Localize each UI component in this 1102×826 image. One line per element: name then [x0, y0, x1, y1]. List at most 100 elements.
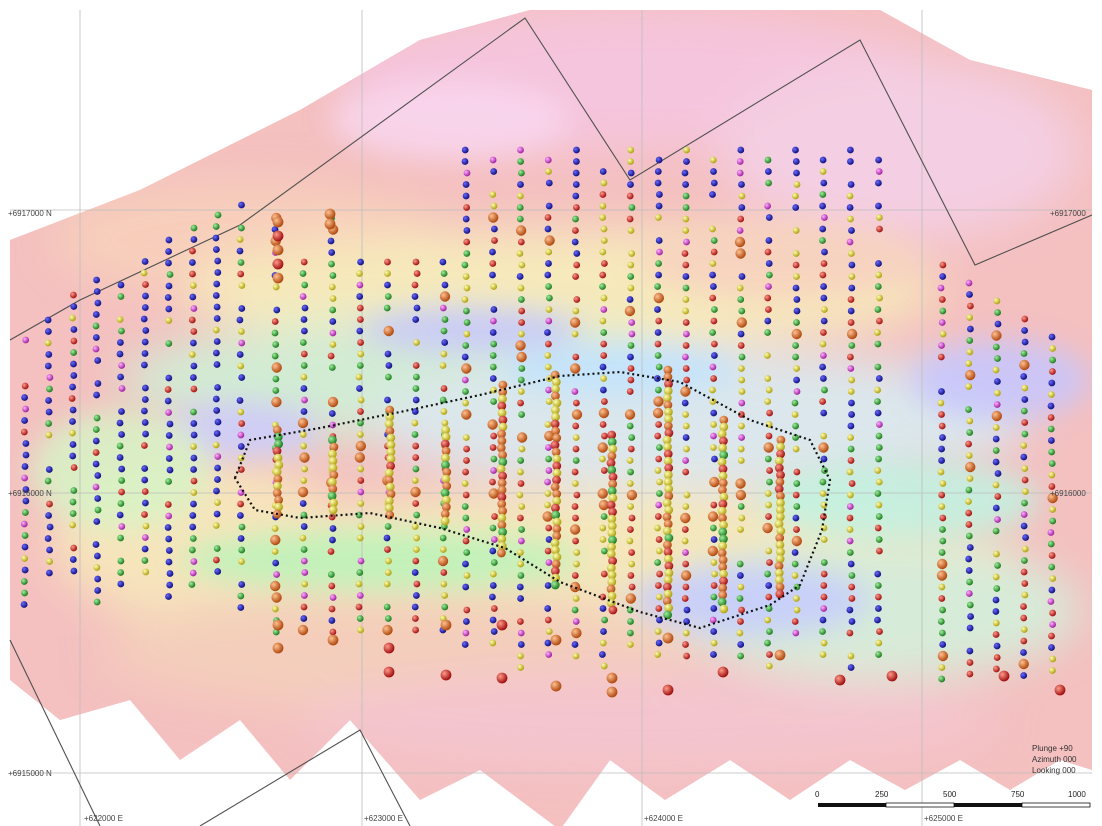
drill-sample-dot: [92, 541, 100, 548]
drill-sample-dot: [846, 537, 854, 545]
drill-sample-dot: [328, 513, 336, 521]
drill-sample-dot: [491, 536, 498, 543]
drill-sample-dot: [655, 593, 663, 601]
drill-sample-dot: [21, 474, 28, 482]
drill-sample-dot: [189, 259, 196, 266]
drill-sample-dot: [599, 317, 607, 325]
drill-sample-dot: [601, 260, 608, 267]
drill-sample-dot: [45, 466, 53, 473]
drill-sample-dot: [517, 549, 524, 556]
drill-sample-dot: [545, 340, 552, 348]
drill-sample-dot: [710, 651, 717, 658]
drill-sample-dot: [1021, 419, 1029, 426]
drill-sample-dot: [628, 560, 636, 568]
drill-sample-dot: [46, 374, 54, 381]
drill-sample-dot: [462, 514, 470, 522]
drill-sample-dot: [607, 437, 617, 447]
drill-sample-dot: [328, 605, 336, 613]
drill-sample-dot: [764, 294, 772, 302]
drill-sample-dot: [440, 385, 448, 392]
drill-sample-dot: [550, 538, 560, 548]
drill-sample-dot: [141, 511, 148, 518]
drill-sample-dot: [764, 570, 771, 578]
drill-sample-dot: [607, 486, 617, 496]
drill-sample-dot: [663, 372, 673, 382]
drill-sample-dot: [765, 662, 773, 670]
drill-sample-dot: [652, 407, 664, 419]
drill-sample-dot: [94, 575, 102, 583]
drill-sample-dot: [238, 523, 246, 531]
drill-sample-dot: [551, 510, 561, 520]
drill-sample-dot: [682, 353, 689, 361]
drill-sample-dot: [846, 503, 854, 510]
drill-sample-dot: [710, 409, 718, 417]
drill-sample-dot: [329, 306, 337, 314]
drill-sample-dot: [682, 365, 690, 372]
drill-sample-dot: [607, 542, 616, 552]
drill-sample-dot: [766, 628, 773, 635]
drill-sample-dot: [385, 373, 392, 381]
drill-sample-dot: [1049, 368, 1056, 375]
drill-sample-dot: [664, 561, 674, 571]
drill-sample-dot: [774, 463, 784, 473]
drill-sample-dot: [766, 478, 773, 486]
drill-sample-dot: [301, 327, 308, 335]
drill-sample-dot: [463, 330, 471, 338]
drill-sample-dot: [188, 351, 196, 358]
drill-sample-dot: [874, 340, 882, 348]
drill-sample-dot: [329, 442, 339, 452]
drill-sample-dot: [719, 422, 729, 432]
drill-sample-dot: [848, 376, 856, 384]
drill-sample-dot: [1020, 453, 1028, 461]
drill-sample-dot: [166, 466, 174, 474]
drill-sample-dot: [848, 250, 855, 257]
drill-sample-dot: [552, 433, 562, 443]
drill-sample-dot: [599, 168, 607, 175]
drill-sample-dot: [792, 250, 800, 257]
drill-sample-dot: [489, 260, 497, 267]
drill-sample-dot: [627, 284, 635, 292]
drill-sample-dot: [876, 317, 883, 325]
drill-sample-dot: [462, 629, 470, 637]
drill-sample-dot: [938, 296, 946, 303]
drill-sample-dot: [820, 317, 828, 325]
drill-sample-dot: [992, 619, 1000, 627]
drill-sample-dot: [491, 225, 498, 233]
drill-sample-dot: [1020, 603, 1027, 610]
drill-sample-dot: [189, 247, 196, 255]
drill-sample-dot: [992, 481, 1000, 489]
drill-sample-dot: [628, 514, 636, 522]
drill-sample-dot: [663, 449, 673, 459]
drill-sample-dot: [551, 447, 561, 457]
drill-sample-dot: [384, 475, 394, 485]
drill-sample-dot: [571, 627, 582, 639]
drill-sample-dot: [463, 549, 471, 556]
drill-sample-dot: [876, 628, 883, 635]
drill-sample-dot: [793, 595, 800, 602]
drill-sample-dot: [517, 457, 525, 464]
drill-sample-dot: [22, 497, 30, 505]
drill-sample-dot: [628, 434, 636, 441]
drill-sample-dot: [552, 517, 562, 527]
drill-sample-dot: [544, 639, 552, 647]
drill-sample-dot: [498, 450, 507, 460]
drill-sample-dot: [655, 536, 663, 543]
drill-sample-dot: [545, 651, 553, 658]
drill-sample-dot: [116, 419, 124, 427]
drill-sample-dot: [550, 566, 560, 576]
drill-sample-dot: [765, 582, 773, 589]
drill-sample-dot: [820, 559, 828, 566]
drill-sample-dot: [497, 485, 507, 495]
drill-sample-dot: [212, 326, 220, 334]
drill-sample-dot: [384, 468, 394, 478]
drill-sample-dot: [709, 260, 717, 267]
drill-sample-dot: [663, 456, 673, 466]
drill-sample-dot: [628, 549, 635, 556]
drill-sample-dot: [517, 238, 525, 246]
drill-sample-dot: [848, 480, 856, 487]
drill-sample-dot: [517, 399, 524, 407]
drill-sample-dot: [324, 208, 336, 220]
drill-sample-dot: [1021, 396, 1029, 403]
